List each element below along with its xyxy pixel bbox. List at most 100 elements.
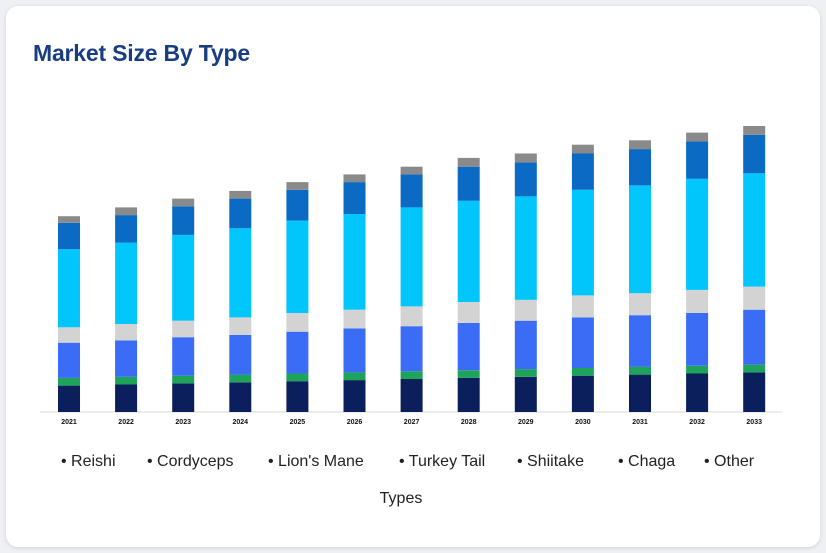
bar-segment[interactable]: [743, 364, 766, 373]
bar-segment[interactable]: [514, 196, 537, 300]
bar-segment[interactable]: [286, 313, 309, 332]
bar-segment[interactable]: [229, 382, 252, 412]
bar-segment[interactable]: [457, 377, 480, 412]
bar-segment[interactable]: [457, 302, 480, 323]
bar-segment[interactable]: [514, 320, 537, 370]
bar-segment[interactable]: [514, 369, 537, 377]
bar-segment[interactable]: [457, 200, 480, 302]
bar-segment[interactable]: [229, 335, 252, 375]
bar-segment[interactable]: [286, 373, 309, 382]
x-axis-title: Types: [379, 490, 423, 507]
bar-segment[interactable]: [115, 207, 138, 216]
bar-segment[interactable]: [229, 190, 252, 199]
bar-segment[interactable]: [686, 289, 709, 313]
bar-segment[interactable]: [743, 134, 766, 174]
bar-segment[interactable]: [400, 326, 423, 372]
bar-segment[interactable]: [686, 313, 709, 366]
bar-segment[interactable]: [286, 220, 309, 313]
bar-segment[interactable]: [571, 295, 594, 318]
bar-segment[interactable]: [629, 366, 651, 375]
legend-item[interactable]: • Reishi: [61, 453, 116, 471]
bar-segment[interactable]: [115, 340, 138, 377]
bar-segment[interactable]: [115, 384, 138, 413]
bar-segment[interactable]: [286, 189, 309, 221]
bar-segment[interactable]: [286, 381, 309, 412]
bar-segment[interactable]: [58, 216, 80, 223]
bar-segment[interactable]: [400, 174, 423, 208]
bar-segment[interactable]: [58, 377, 80, 386]
bar-segment[interactable]: [686, 178, 709, 290]
bar-segment[interactable]: [400, 379, 423, 412]
bar-segment[interactable]: [172, 383, 195, 412]
bar-segment[interactable]: [343, 309, 366, 329]
bar-segment[interactable]: [400, 166, 423, 175]
bar-segment[interactable]: [629, 293, 651, 316]
bar-segment[interactable]: [229, 198, 252, 229]
bar-segment[interactable]: [229, 228, 252, 318]
bar-segment[interactable]: [571, 317, 594, 368]
bar-segment[interactable]: [286, 331, 309, 374]
bar-segment[interactable]: [629, 149, 651, 186]
bar-segment[interactable]: [743, 173, 766, 287]
legend-item[interactable]: • Chaga: [618, 453, 675, 471]
bar-segment[interactable]: [457, 157, 480, 167]
bar-segment[interactable]: [58, 342, 80, 378]
bar-segment[interactable]: [172, 206, 195, 235]
bar-segment[interactable]: [400, 306, 423, 327]
bar-segment[interactable]: [58, 222, 80, 250]
bar-segment[interactable]: [514, 376, 537, 412]
legend-item[interactable]: • Shiitake: [517, 453, 584, 471]
bar-segment[interactable]: [115, 324, 138, 341]
bar-segment[interactable]: [457, 322, 480, 371]
bar-segment[interactable]: [686, 373, 709, 413]
bar-segment[interactable]: [58, 327, 80, 343]
bar-segment[interactable]: [686, 132, 709, 142]
bar-segment[interactable]: [343, 174, 366, 183]
bar-segment[interactable]: [172, 234, 195, 321]
legend-item[interactable]: • Turkey Tail: [399, 453, 485, 471]
bar-segment[interactable]: [457, 166, 480, 201]
bar-segment[interactable]: [229, 317, 252, 335]
bar-segment[interactable]: [743, 286, 766, 310]
legend-item[interactable]: • Other: [704, 453, 754, 471]
bar-segment[interactable]: [514, 162, 537, 197]
bar-segment[interactable]: [172, 337, 195, 376]
bar-segment[interactable]: [58, 385, 80, 412]
bar-segment[interactable]: [343, 182, 366, 214]
bar-segment[interactable]: [743, 126, 766, 135]
bar-segment[interactable]: [343, 328, 366, 373]
bar-segment[interactable]: [571, 144, 594, 154]
bar-segment[interactable]: [400, 207, 423, 307]
bar-segment[interactable]: [743, 309, 766, 365]
bar-segment[interactable]: [743, 372, 766, 412]
bar-segment[interactable]: [343, 214, 366, 310]
bar-segment[interactable]: [172, 375, 195, 384]
legend-item[interactable]: • Cordyceps: [147, 453, 234, 471]
legend-item[interactable]: • Lion's Mane: [268, 453, 364, 471]
bar-segment[interactable]: [343, 372, 366, 381]
bar-segment[interactable]: [115, 376, 138, 385]
bar-segment[interactable]: [686, 141, 709, 179]
bar-segment[interactable]: [514, 153, 537, 163]
bar-segment[interactable]: [571, 153, 594, 190]
bar-segment[interactable]: [172, 320, 195, 338]
legend-bullet: •: [147, 453, 158, 470]
bar-segment[interactable]: [571, 368, 594, 376]
bar-segment[interactable]: [457, 370, 480, 378]
bar-segment[interactable]: [629, 185, 651, 294]
bar-segment[interactable]: [400, 371, 423, 379]
bar-segment[interactable]: [571, 189, 594, 296]
bar-segment[interactable]: [115, 242, 138, 324]
bar-segment[interactable]: [629, 315, 651, 367]
bar-segment[interactable]: [571, 375, 594, 412]
bar-segment[interactable]: [343, 380, 366, 412]
bar-segment[interactable]: [58, 249, 80, 328]
bar-segment[interactable]: [115, 215, 138, 243]
bar-segment[interactable]: [229, 374, 252, 383]
bar-segment[interactable]: [629, 140, 651, 150]
bar-segment[interactable]: [172, 198, 195, 207]
bar-segment[interactable]: [629, 374, 651, 412]
bar-segment[interactable]: [286, 182, 309, 190]
bar-segment[interactable]: [514, 299, 537, 321]
bar-segment[interactable]: [686, 365, 709, 374]
